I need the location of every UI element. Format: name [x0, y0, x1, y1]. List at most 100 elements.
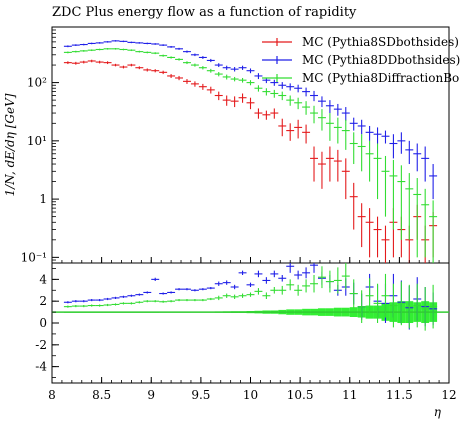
ratio-data-point [230, 294, 239, 299]
ratio-data-point [119, 302, 128, 305]
main-data-point [429, 164, 438, 200]
main-data-point [302, 101, 311, 115]
main-data-point [183, 61, 191, 65]
x-tick-label: 10.5 [287, 388, 314, 402]
ratio-data-point [167, 291, 176, 294]
ratio-data-point [183, 299, 191, 302]
main-data-point [119, 40, 128, 43]
main-data-point [310, 90, 318, 102]
main-data-point [206, 58, 215, 63]
ratio-data-point [135, 301, 144, 304]
main-data-point [214, 63, 223, 68]
y-axis-label: 1/N, dE/dη [GeV] [3, 93, 17, 196]
main-data-point [333, 149, 342, 182]
x-tick-label: 12 [441, 388, 456, 402]
main-data-point [278, 91, 287, 101]
ratio-data-point [262, 292, 271, 299]
ratio-y-axis-ticks: 4 2 0 -2 -4 [35, 268, 59, 378]
main-data-point [405, 140, 414, 165]
ratio-data-point [135, 293, 144, 296]
ratio-data-point [190, 289, 199, 292]
main-y-axis-ticks: 10⁻¹ 1 10¹ 10² [21, 29, 59, 264]
ratio-data-point [175, 288, 184, 291]
main-data-point [317, 96, 326, 108]
main-data-point [135, 42, 144, 44]
x-tick-label: 9 [147, 388, 155, 402]
main-data-point [381, 155, 390, 217]
ratio-data-point [198, 299, 207, 302]
main-data-point [95, 42, 104, 44]
ratio-data-point [246, 292, 255, 297]
ratio-series-2 [63, 263, 438, 331]
main-data-point [190, 53, 199, 57]
ratio-data-point [413, 283, 422, 328]
main-data-point [230, 67, 239, 72]
ratio-data-point [214, 295, 223, 301]
ratio-data-point [198, 288, 207, 291]
ratio-data-point [111, 303, 120, 306]
ratio-data-point [294, 284, 303, 296]
ratio-data-point [151, 277, 160, 281]
ratio-data-point [183, 288, 191, 291]
legend: MC (Pythia8SDbothsides) MC (Pythia8DDboth… [262, 35, 460, 85]
main-data-point [135, 66, 144, 70]
main-data-point [270, 89, 279, 98]
main-data-point [79, 43, 88, 46]
ratio-data-point [317, 266, 326, 289]
ratio-data-point [254, 288, 263, 295]
main-data-point [79, 60, 88, 64]
main-data-point [175, 75, 184, 81]
ratio-data-point [143, 300, 152, 303]
main-data-point [190, 63, 199, 67]
main-data-point [127, 49, 136, 52]
main-data-point [167, 56, 176, 59]
main-data-point [254, 108, 263, 119]
ratio-data-point [119, 295, 128, 298]
x-tick-label: 8 [48, 388, 56, 402]
main-data-point [159, 44, 168, 46]
ratio-data-point [190, 299, 199, 302]
main-series-group [63, 40, 438, 263]
ratio-data-point [143, 291, 152, 294]
ratio-data-point [206, 297, 215, 301]
main-data-point [71, 44, 80, 46]
main-data-point [95, 48, 104, 51]
main-data-point [286, 83, 295, 91]
ratio-data-point [270, 287, 279, 294]
main-data-point [397, 132, 406, 154]
ratio-data-point [238, 270, 247, 275]
main-data-point [262, 88, 271, 96]
ratio-data-point [349, 279, 358, 308]
main-data-point [413, 178, 422, 258]
main-data-point [151, 43, 160, 45]
main-data-point [159, 70, 168, 75]
main-data-point [270, 108, 279, 119]
ratio-data-point [365, 278, 374, 314]
main-y-tick-label: 10⁻¹ [21, 250, 47, 264]
ratio-data-point [222, 280, 231, 285]
legend-entry-3: MC (Pythia8DiffractionBo [262, 71, 459, 85]
x-tick-label: 10 [243, 388, 258, 402]
main-data-point [302, 87, 311, 97]
ratio-data-point [397, 281, 406, 326]
main-data-point [246, 80, 255, 86]
ratio-data-point [151, 300, 160, 303]
ratio-y-tick-label: -4 [35, 360, 47, 374]
main-data-point [95, 60, 104, 64]
main-data-point [167, 74, 176, 78]
main-data-point [135, 50, 144, 53]
main-data-point [317, 151, 326, 189]
ratio-data-point [262, 277, 271, 284]
x-tick-label: 9.5 [191, 388, 210, 402]
main-data-point [421, 146, 430, 182]
main-data-point [222, 95, 231, 106]
main-data-point [349, 117, 358, 131]
main-data-point [357, 119, 366, 135]
main-data-point [405, 173, 414, 240]
ratio-data-point [103, 297, 112, 301]
ratio-data-point [206, 287, 215, 290]
ratio-data-point [333, 267, 342, 294]
main-data-point [230, 96, 239, 108]
ratio-data-point [421, 287, 430, 331]
main-data-point [286, 95, 295, 106]
